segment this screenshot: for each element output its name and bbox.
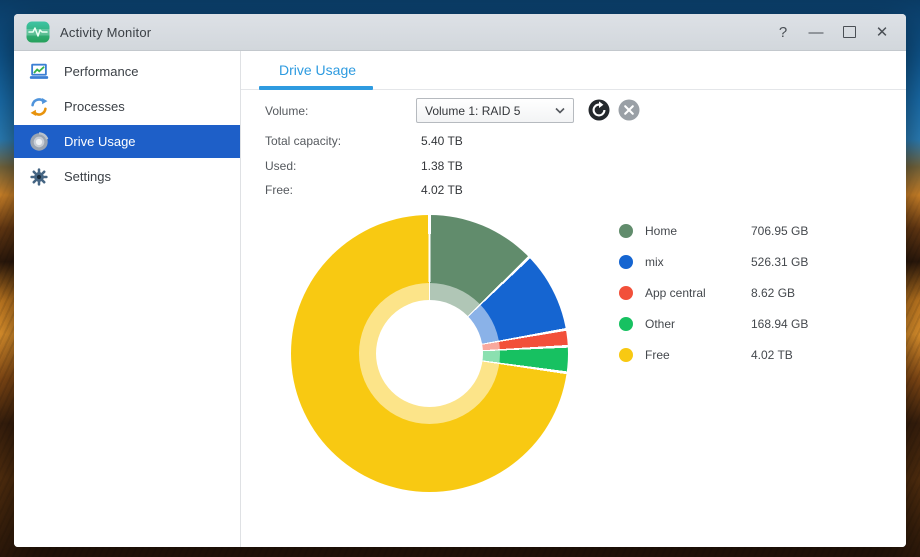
- drive-usage-panel: Drive Usage Volume: Volume 1: RAID 5: [241, 51, 906, 547]
- legend-item: App central 8.62 GB: [619, 277, 889, 308]
- free-value: 4.02 TB: [421, 183, 463, 197]
- refresh-button[interactable]: [588, 99, 610, 121]
- legend-value: 8.62 GB: [751, 285, 796, 300]
- legend-value: 526.31 GB: [751, 254, 809, 269]
- legend-label: Home: [645, 223, 678, 238]
- tab-drive-usage[interactable]: Drive Usage: [279, 62, 357, 78]
- used-value: 1.38 TB: [421, 159, 463, 173]
- volume-select[interactable]: Volume 1: RAID 5: [416, 98, 574, 123]
- sidebar-item-settings[interactable]: Settings: [14, 160, 240, 193]
- clear-button[interactable]: [618, 99, 640, 121]
- drive-donut-icon: [28, 131, 50, 153]
- sidebar-item-label: Processes: [64, 99, 125, 114]
- legend-color-dot: [619, 316, 633, 331]
- legend-color-dot: [619, 285, 633, 300]
- volume-label: Volume:: [265, 104, 309, 118]
- tab-active-underline: [259, 86, 373, 90]
- legend-label: Other: [645, 316, 676, 331]
- sidebar-item-label: Settings: [64, 169, 111, 184]
- volume-selected-value: Volume 1: RAID 5: [425, 103, 521, 118]
- window-title: Activity Monitor: [60, 24, 152, 40]
- performance-chart-icon: [28, 61, 50, 83]
- sidebar: Performance Processes: [14, 51, 241, 547]
- minimize-button[interactable]: —: [808, 23, 824, 41]
- legend-color-dot: [619, 347, 633, 362]
- chevron-down-icon: [555, 107, 565, 114]
- sidebar-item-label: Drive Usage: [64, 134, 136, 149]
- activity-monitor-window: Activity Monitor ? — ✕: [14, 14, 906, 547]
- help-button[interactable]: ?: [778, 23, 788, 41]
- legend-label: Free: [645, 347, 670, 362]
- maximize-icon: [842, 26, 856, 38]
- free-label: Free:: [265, 183, 294, 197]
- legend-label: mix: [645, 254, 664, 269]
- legend-item: Home 706.95 GB: [619, 215, 889, 246]
- tab-divider: [241, 89, 906, 90]
- legend-value: 706.95 GB: [751, 223, 809, 238]
- sidebar-item-drive-usage[interactable]: Drive Usage: [14, 125, 240, 158]
- sidebar-item-performance[interactable]: Performance: [14, 55, 240, 88]
- sidebar-item-label: Performance: [64, 64, 139, 79]
- used-label: Used:: [265, 159, 297, 173]
- gear-icon: [28, 166, 50, 188]
- legend-color-dot: [619, 254, 633, 269]
- legend-item: Other 168.94 GB: [619, 308, 889, 339]
- legend-color-dot: [619, 223, 633, 238]
- legend-item: mix 526.31 GB: [619, 246, 889, 277]
- sidebar-item-processes[interactable]: Processes: [14, 90, 240, 123]
- processes-sync-icon: [28, 96, 50, 118]
- close-button[interactable]: ✕: [875, 24, 889, 41]
- legend-item: Free 4.02 TB: [619, 339, 889, 370]
- legend-value: 168.94 GB: [751, 316, 809, 331]
- activity-monitor-app-icon: [26, 21, 50, 43]
- total-capacity-value: 5.40 TB: [421, 134, 463, 148]
- legend-label: App central: [645, 285, 706, 300]
- drive-usage-donut-chart: [291, 215, 568, 492]
- maximize-button[interactable]: [837, 20, 861, 44]
- chart-legend: Home 706.95 GB mix 526.31 GB App central 8.62…: [619, 215, 889, 370]
- total-capacity-label: Total capacity:: [265, 134, 342, 148]
- title-bar[interactable]: Activity Monitor ? — ✕: [14, 14, 906, 51]
- legend-value: 4.02 TB: [751, 347, 793, 362]
